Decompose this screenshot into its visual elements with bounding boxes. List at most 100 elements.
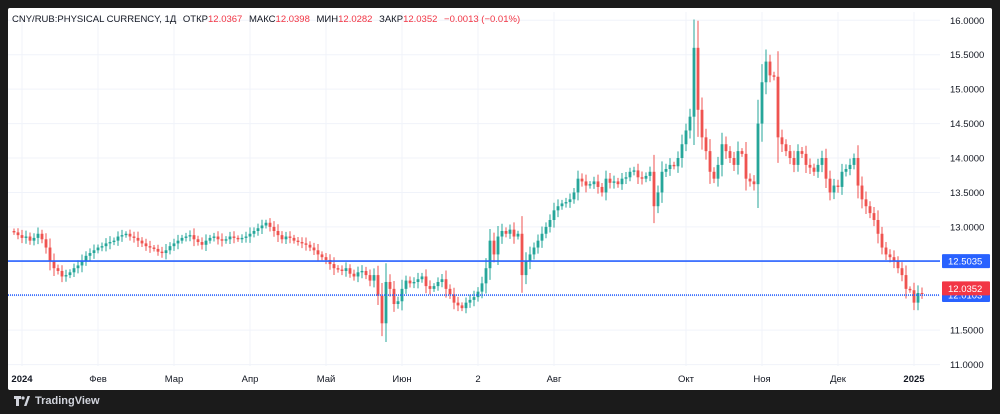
candle-body-0 bbox=[13, 231, 16, 232]
candle-body-46 bbox=[197, 239, 200, 242]
candle-body-90 bbox=[373, 275, 376, 281]
candle-body-200 bbox=[813, 168, 816, 172]
candle-body-81 bbox=[337, 268, 340, 269]
candle-body-204 bbox=[829, 179, 832, 193]
x-tick-label-2: Мар bbox=[165, 374, 184, 385]
x-tick-label-9: Ноя bbox=[753, 374, 770, 385]
candle-body-6 bbox=[37, 234, 40, 238]
candle-body-222 bbox=[901, 268, 904, 275]
candle-body-49 bbox=[209, 238, 212, 241]
candle-body-54 bbox=[229, 237, 232, 240]
candle-body-147 bbox=[601, 187, 604, 193]
candle-body-103 bbox=[425, 276, 428, 286]
candle-body-88 bbox=[365, 271, 368, 275]
candle-body-100 bbox=[413, 282, 416, 283]
candle-body-66 bbox=[277, 231, 280, 235]
candle-body-101 bbox=[417, 279, 420, 282]
candle-body-162 bbox=[661, 172, 664, 193]
candle-body-215 bbox=[873, 213, 876, 220]
candle-body-134 bbox=[549, 220, 552, 227]
candle-body-119 bbox=[489, 241, 492, 269]
candle-body-9 bbox=[49, 248, 52, 262]
candle-body-213 bbox=[865, 199, 868, 206]
candle-body-190 bbox=[773, 75, 776, 76]
legend-open-value: 12.0367 bbox=[208, 14, 242, 25]
candle-body-25 bbox=[113, 241, 116, 242]
candle-body-214 bbox=[869, 206, 872, 213]
candle-body-41 bbox=[177, 241, 180, 244]
candle-body-21 bbox=[97, 248, 100, 251]
candle-body-32 bbox=[141, 241, 144, 244]
candle-body-120 bbox=[493, 241, 496, 255]
y-tick-label-4: 14.0000 bbox=[950, 154, 984, 165]
candle-body-150 bbox=[613, 181, 616, 182]
x-tick-label-8: Окт bbox=[678, 374, 695, 385]
tradingview-logo[interactable]: TradingView bbox=[14, 395, 100, 407]
candle-body-3 bbox=[25, 237, 28, 238]
candle-body-172 bbox=[701, 110, 704, 138]
candle-body-123 bbox=[505, 231, 508, 234]
candle-body-104 bbox=[429, 286, 432, 289]
candle-body-109 bbox=[449, 289, 452, 295]
candle-body-85 bbox=[353, 274, 356, 277]
y-tick-label-0: 16.0000 bbox=[950, 16, 984, 27]
candle-body-117 bbox=[481, 283, 484, 291]
candle-body-73 bbox=[305, 243, 308, 244]
candle-body-94 bbox=[389, 282, 392, 289]
candle-body-151 bbox=[617, 181, 620, 184]
candle-body-35 bbox=[153, 248, 156, 249]
tradingview-logo-icon bbox=[14, 396, 30, 406]
candle-body-216 bbox=[877, 220, 880, 234]
candle-body-196 bbox=[797, 151, 800, 165]
candle-body-133 bbox=[545, 227, 548, 234]
candle-body-168 bbox=[685, 130, 688, 144]
candle-body-130 bbox=[533, 248, 536, 255]
candle-body-16 bbox=[77, 265, 80, 268]
candle-body-15 bbox=[73, 268, 76, 272]
candle-body-202 bbox=[821, 158, 824, 165]
chart-svg[interactable]: 16.0000 15.5000 15.0000 14.5000 14.0000 13.50… bbox=[8, 8, 992, 390]
x-tick-label-0: 2024 bbox=[11, 374, 33, 385]
candle-body-194 bbox=[789, 151, 792, 158]
candle-body-159 bbox=[649, 172, 652, 176]
candle-body-17 bbox=[81, 261, 84, 265]
candle-body-127 bbox=[521, 234, 524, 275]
ohlc-legend: CNY/RUB:PHYSICAL CURRENCY, 1Д ОТКР12.036… bbox=[12, 14, 520, 25]
candle-body-227 bbox=[921, 293, 924, 294]
candle-body-154 bbox=[629, 172, 632, 178]
candle-body-30 bbox=[133, 237, 136, 238]
candle-body-210 bbox=[853, 158, 856, 165]
candle-body-19 bbox=[89, 253, 92, 256]
candle-body-166 bbox=[677, 158, 680, 166]
candle-body-182 bbox=[741, 151, 744, 154]
candle-body-68 bbox=[285, 237, 288, 240]
candle-body-152 bbox=[621, 179, 624, 185]
candle-body-13 bbox=[65, 275, 68, 276]
candle-body-167 bbox=[681, 144, 684, 158]
candle-body-36 bbox=[157, 249, 160, 252]
candle-body-56 bbox=[237, 238, 240, 239]
candle-body-11 bbox=[57, 268, 60, 271]
y-tick-label-10: 11.0000 bbox=[950, 360, 984, 371]
candle-body-61 bbox=[257, 228, 260, 231]
legend-high-value: 12.0398 bbox=[276, 14, 310, 25]
chart-area[interactable]: 16.0000 15.5000 15.0000 14.5000 14.0000 13.50… bbox=[8, 8, 992, 390]
candle-body-128 bbox=[525, 261, 528, 275]
candle-body-59 bbox=[249, 234, 252, 237]
candle-body-62 bbox=[261, 226, 264, 229]
candle-body-138 bbox=[565, 202, 568, 203]
candle-body-10 bbox=[53, 261, 56, 268]
candle-body-207 bbox=[841, 172, 844, 187]
candle-body-136 bbox=[557, 206, 560, 210]
candle-body-139 bbox=[569, 199, 572, 202]
candle-body-91 bbox=[377, 275, 380, 296]
candle-body-74 bbox=[309, 245, 312, 248]
candle-body-132 bbox=[541, 234, 544, 241]
candle-body-1 bbox=[17, 232, 20, 235]
candle-body-82 bbox=[341, 270, 344, 271]
candle-body-20 bbox=[93, 250, 96, 253]
candle-body-219 bbox=[889, 254, 892, 257]
candle-body-193 bbox=[785, 144, 788, 151]
candle-body-55 bbox=[233, 237, 236, 238]
